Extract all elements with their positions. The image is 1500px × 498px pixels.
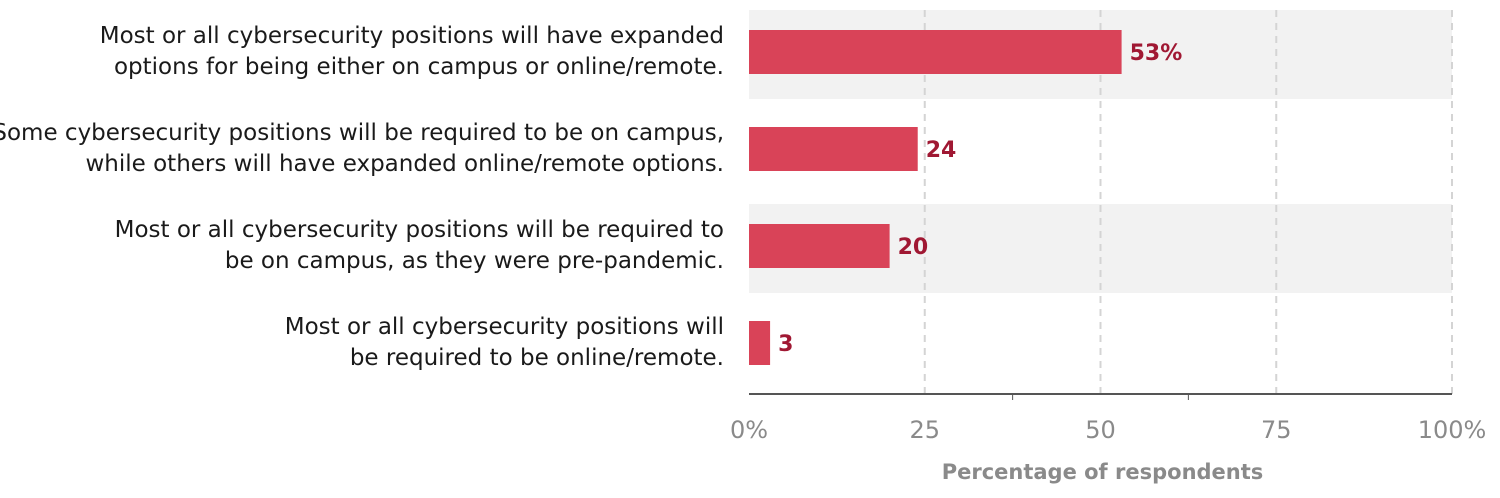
bars: [749, 30, 1122, 365]
category-label-line: Most or all cybersecurity positions will…: [114, 217, 724, 243]
value-label: 3: [778, 332, 793, 357]
bar: [749, 321, 771, 365]
bar: [749, 127, 918, 171]
category-label-line: options for being either on campus or on…: [113, 54, 724, 80]
bar: [749, 30, 1122, 74]
category-label: Most or all cybersecurity positions will…: [0, 312, 724, 374]
category-label-line: Most or all cybersecurity positions will: [284, 314, 724, 340]
value-label: 53%: [1130, 41, 1183, 66]
category-label-line: while others will have expanded online/r…: [85, 151, 724, 177]
value-labels: 53% 24 20 3: [778, 41, 1182, 357]
x-tick-label: 0%: [730, 416, 768, 444]
x-tick-label: 50: [1085, 416, 1116, 444]
category-label: Most or all cybersecurity positions will…: [0, 215, 724, 277]
value-label: 20: [898, 235, 929, 260]
category-label-line: be required to be online/remote.: [349, 345, 724, 371]
x-axis-title: Percentage of respondents: [942, 460, 1264, 484]
category-label: Most or all cybersecurity positions will…: [0, 21, 724, 83]
bar: [749, 224, 890, 268]
x-tick-label: 75: [1261, 416, 1292, 444]
x-tick-labels: 0% 25 50 75 100%: [730, 394, 1486, 444]
category-label: Some cybersecurity positions will be req…: [0, 118, 724, 180]
category-label-line: be on campus, as they were pre-pandemic.: [224, 248, 724, 274]
x-tick-label: 100%: [1418, 416, 1487, 444]
x-tick-label: 25: [909, 416, 940, 444]
category-label-line: Most or all cybersecurity positions will…: [99, 23, 724, 49]
value-label: 24: [926, 138, 957, 163]
category-label-line: Some cybersecurity positions will be req…: [0, 120, 724, 146]
